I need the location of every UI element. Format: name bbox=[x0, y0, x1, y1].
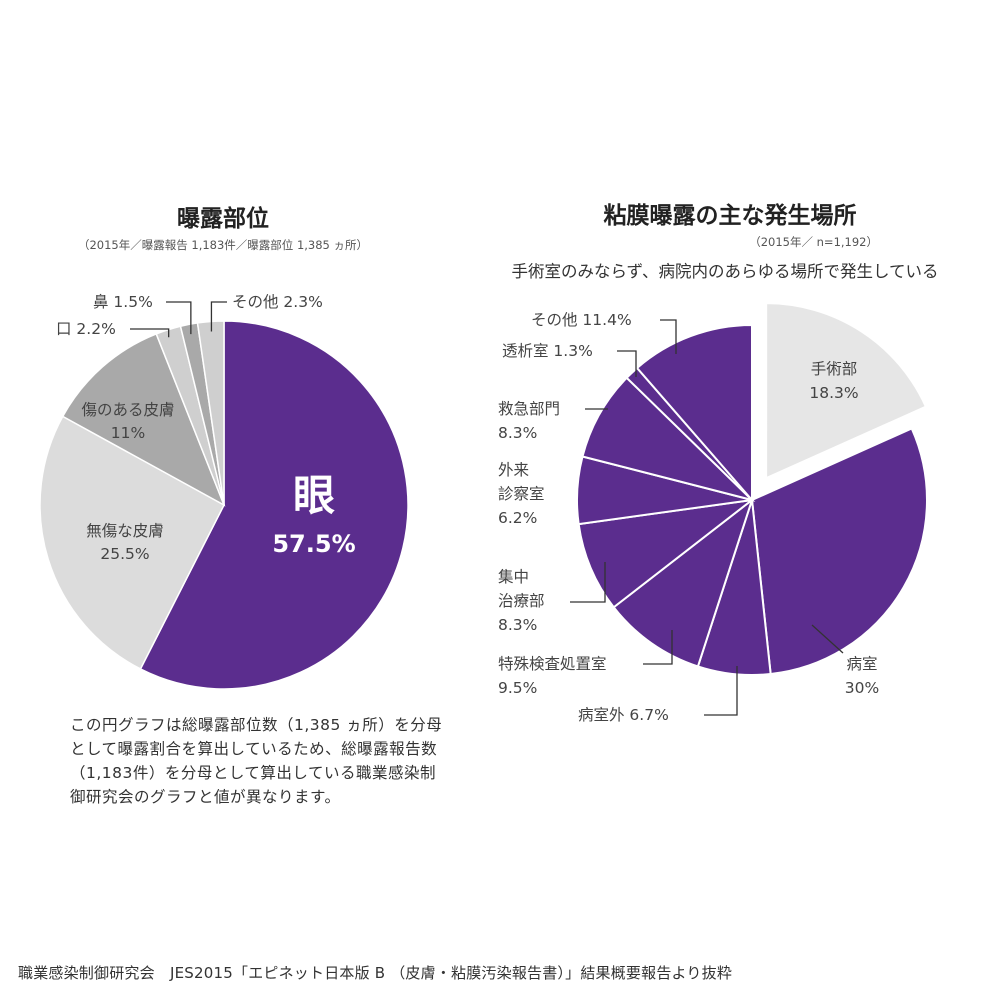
left-pie-slice-6 bbox=[196, 320, 225, 506]
right-pie-slice-1 bbox=[765, 302, 928, 480]
right-pie-slice-5 bbox=[577, 498, 756, 609]
left-leader-other bbox=[210, 301, 227, 332]
left-chart-subtitle: （2015年／曝露報告 1,183件／曝露部位 1,385 ヵ所） bbox=[78, 238, 368, 252]
left-pie-slice-1 bbox=[139, 320, 409, 690]
left-slice-label-eye: 眼 bbox=[293, 471, 335, 520]
right-slice-value-outpatient: 6.2% bbox=[498, 509, 537, 527]
right-chart-annotation: 手術室のみならず、病院内のあらゆる場所で発生している bbox=[511, 262, 938, 281]
left-slice-value-intact-skin: 25.5% bbox=[100, 545, 149, 563]
right-slice-value-or: 18.3% bbox=[809, 384, 858, 402]
left-pie-chart: 眼 57.5% 無傷な皮膚 25.5% 傷のある皮膚 11% 口 2.2% 鼻 1.5% その他… bbox=[39, 293, 409, 690]
left-slice-label-other: その他 2.3% bbox=[232, 293, 323, 311]
right-chart-subtitle: （2015年／ n=1,192） bbox=[749, 235, 878, 249]
right-slice-label-icu-line2: 治療部 bbox=[498, 592, 545, 610]
right-slice-value-ward: 30% bbox=[845, 679, 879, 697]
left-leader-nose bbox=[166, 301, 192, 335]
left-slice-label-nose: 鼻 1.5% bbox=[93, 293, 153, 311]
right-slice-value-special-exam: 9.5% bbox=[498, 679, 537, 697]
left-pie-slice-3 bbox=[61, 332, 226, 507]
right-chart-title: 粘膜曝露の主な発生場所 bbox=[604, 203, 857, 229]
left-chart-title: 曝露部位 bbox=[177, 205, 269, 232]
left-slice-label-damaged-skin: 傷のある皮膚 bbox=[81, 401, 174, 419]
right-pie-slice-4 bbox=[612, 497, 754, 668]
right-slice-value-emergency: 8.3% bbox=[498, 424, 537, 442]
right-leader-outside-ward bbox=[704, 666, 738, 716]
right-leader-special-exam bbox=[643, 630, 673, 665]
right-slice-label-ward: 病室 bbox=[846, 655, 877, 673]
right-slice-label-dialysis: 透析室 1.3% bbox=[502, 342, 593, 360]
right-pie-slice-7 bbox=[581, 376, 756, 502]
right-slice-label-outpatient-line1: 外来 bbox=[498, 461, 529, 479]
right-leader-other bbox=[660, 319, 677, 354]
right-slice-label-emergency: 救急部門 bbox=[498, 400, 560, 418]
left-slice-value-eye: 57.5% bbox=[272, 530, 355, 558]
right-slice-value-icu: 8.3% bbox=[498, 616, 537, 634]
right-leader-ward bbox=[811, 624, 844, 654]
left-slice-value-damaged-skin: 11% bbox=[111, 424, 145, 442]
left-pie-slice-2 bbox=[39, 415, 225, 670]
right-leader-icu bbox=[570, 562, 606, 603]
right-slice-label-outpatient-line2: 診察室 bbox=[498, 485, 545, 503]
left-leader-mouth bbox=[130, 328, 170, 338]
right-slice-label-outside-ward: 病室外 6.7% bbox=[578, 706, 669, 724]
right-pie-slice-9 bbox=[635, 323, 753, 503]
left-slice-label-intact-skin: 無傷な皮膚 bbox=[86, 522, 164, 540]
right-slice-label-special-exam: 特殊検査処置室 bbox=[498, 655, 607, 673]
right-slice-label-other: その他 11.4% bbox=[531, 311, 632, 329]
footnote: この円グラフは総曝露部位数（1,385 ヵ所）を分母として曝露割合を算出している… bbox=[70, 716, 443, 806]
left-slice-label-mouth: 口 2.2% bbox=[56, 320, 116, 338]
right-slice-label-icu-line1: 集中 bbox=[498, 568, 529, 586]
source-credit: 職業感染制御研究会 JES2015「エピネット日本版 B （皮膚・粘膜汚染報告書… bbox=[18, 964, 733, 982]
right-slice-label-or: 手術部 bbox=[811, 360, 858, 378]
right-leader-dialysis bbox=[617, 350, 637, 377]
right-pie-slice-2 bbox=[750, 427, 928, 676]
